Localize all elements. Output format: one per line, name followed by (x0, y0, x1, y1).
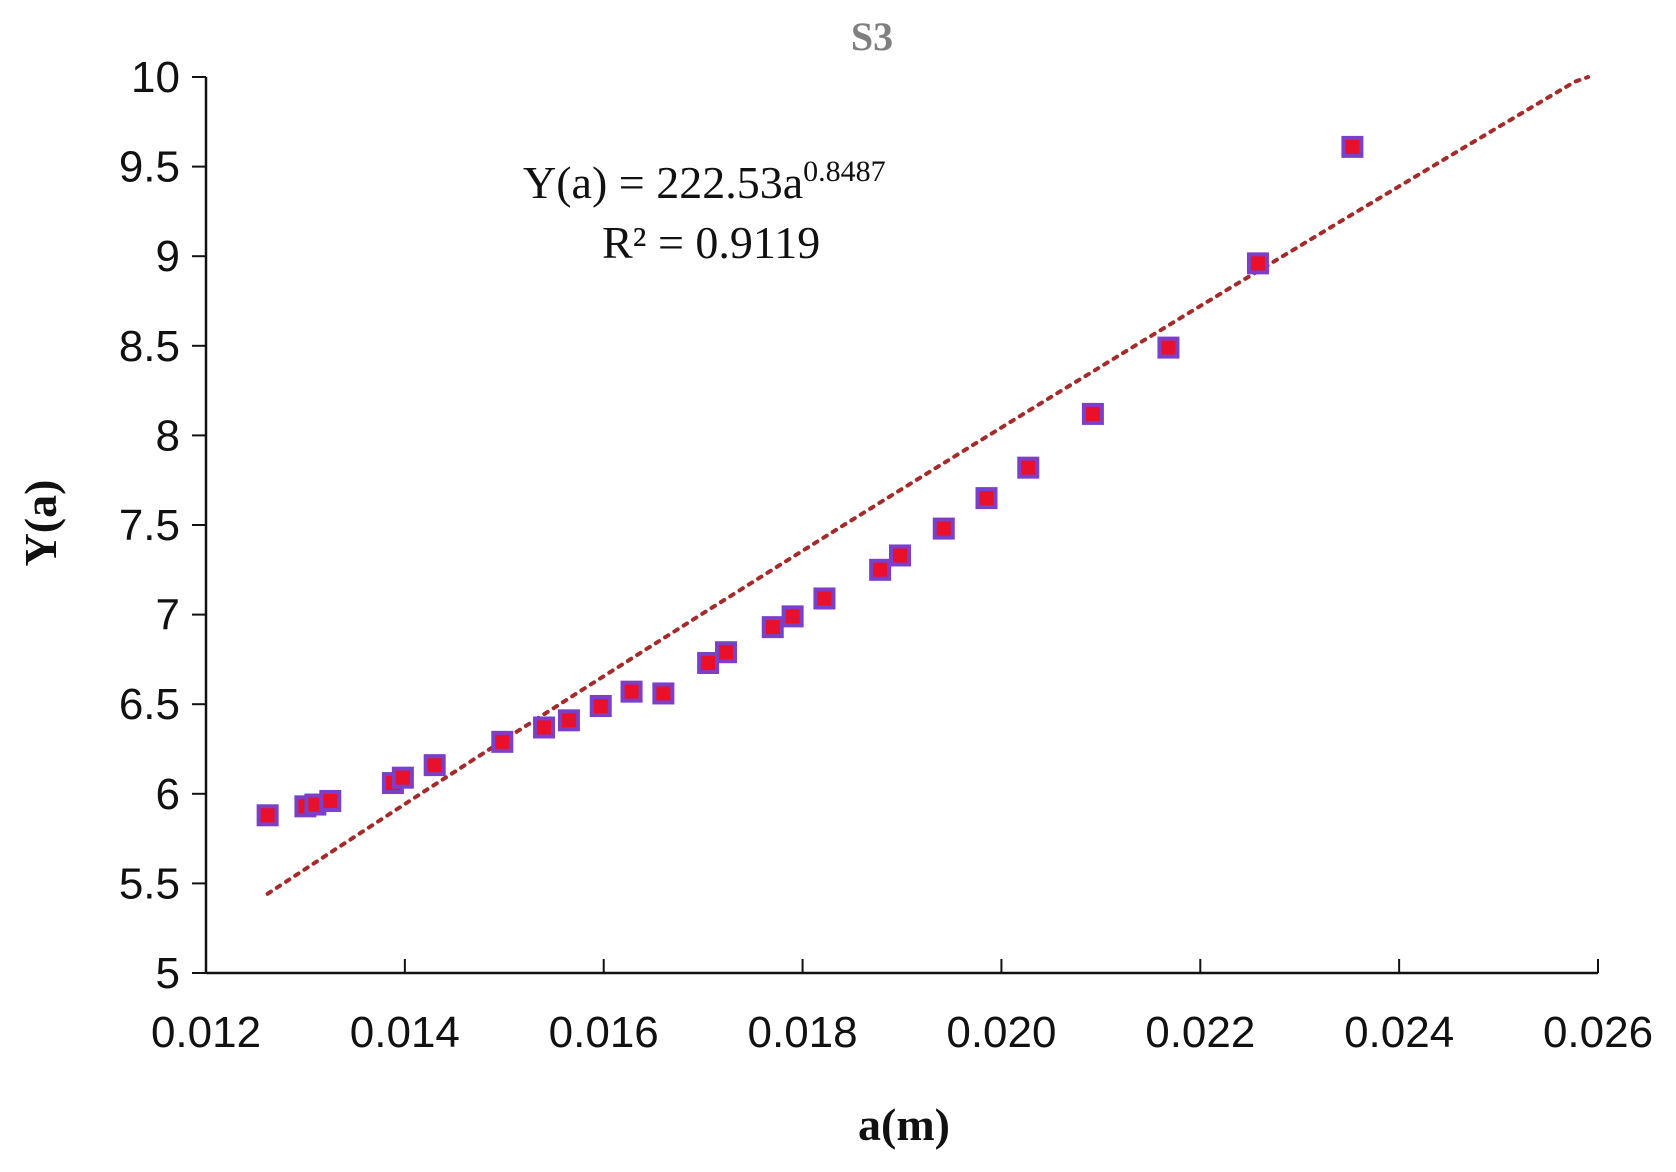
equation-exponent: 0.8487 (803, 155, 886, 188)
data-point (889, 544, 912, 567)
y-tick-label: 10 (131, 53, 180, 102)
x-tick-label: 0.012 (151, 1008, 261, 1057)
y-tick-label: 9.5 (119, 143, 180, 192)
data-point (533, 716, 556, 739)
x-tick-label: 0.014 (350, 1008, 460, 1057)
power-trendline (265, 75, 1591, 896)
x-tick-label: 0.026 (1543, 1008, 1653, 1057)
data-point (423, 754, 446, 777)
trendline-layer (265, 75, 1591, 896)
y-tick-label: 8 (156, 411, 180, 460)
data-point (1341, 135, 1364, 158)
data-points (256, 135, 1364, 827)
data-point (813, 587, 836, 610)
data-point (1246, 252, 1269, 275)
x-tick-label: 0.018 (748, 1008, 858, 1057)
axes: 0.012 0.014 0.016 0.018 0.020 0.022 0.024 0.026… (119, 53, 1653, 1057)
data-point (1157, 336, 1180, 359)
x-tick-label: 0.024 (1344, 1008, 1454, 1057)
chart-title: S3 (851, 14, 893, 59)
y-axis-title: Y(a) (15, 480, 66, 567)
data-point (589, 694, 612, 717)
data-point (652, 682, 675, 705)
data-point (1081, 402, 1104, 425)
data-point (781, 605, 804, 628)
y-tick-label: 5 (156, 949, 180, 998)
x-tick-label: 0.016 (549, 1008, 659, 1057)
data-point (975, 487, 998, 510)
data-point (932, 517, 955, 540)
x-axis-title: a(m) (858, 1099, 950, 1150)
y-tick-label: 5.5 (119, 859, 180, 908)
y-tick-label: 7 (156, 591, 180, 640)
data-point (557, 709, 580, 732)
data-point (319, 789, 342, 812)
data-point (697, 651, 720, 674)
x-tick-label: 0.022 (1145, 1008, 1255, 1057)
data-point (391, 766, 414, 789)
data-point (715, 641, 738, 664)
data-point (491, 730, 514, 753)
y-tick-label: 8.5 (119, 322, 180, 371)
equation-main: Y(a) = 222.53a (523, 157, 803, 208)
svg-text:Y(a) = 222.53a0.8487: Y(a) = 222.53a0.8487 (523, 155, 886, 208)
y-tick-label: 9 (156, 232, 180, 281)
data-point (869, 558, 892, 581)
y-tick-label: 6 (156, 770, 180, 819)
data-point (256, 804, 279, 827)
trendline-equation: Y(a) = 222.53a0.8487 R² = 0.9119 (523, 155, 886, 268)
data-point (761, 616, 784, 639)
y-tick-label: 6.5 (119, 680, 180, 729)
data-point (620, 680, 643, 703)
r-squared-label: R² = 0.9119 (602, 217, 820, 268)
x-tick-label: 0.020 (946, 1008, 1056, 1057)
data-point (1017, 456, 1040, 479)
y-tick-label: 7.5 (119, 501, 180, 550)
